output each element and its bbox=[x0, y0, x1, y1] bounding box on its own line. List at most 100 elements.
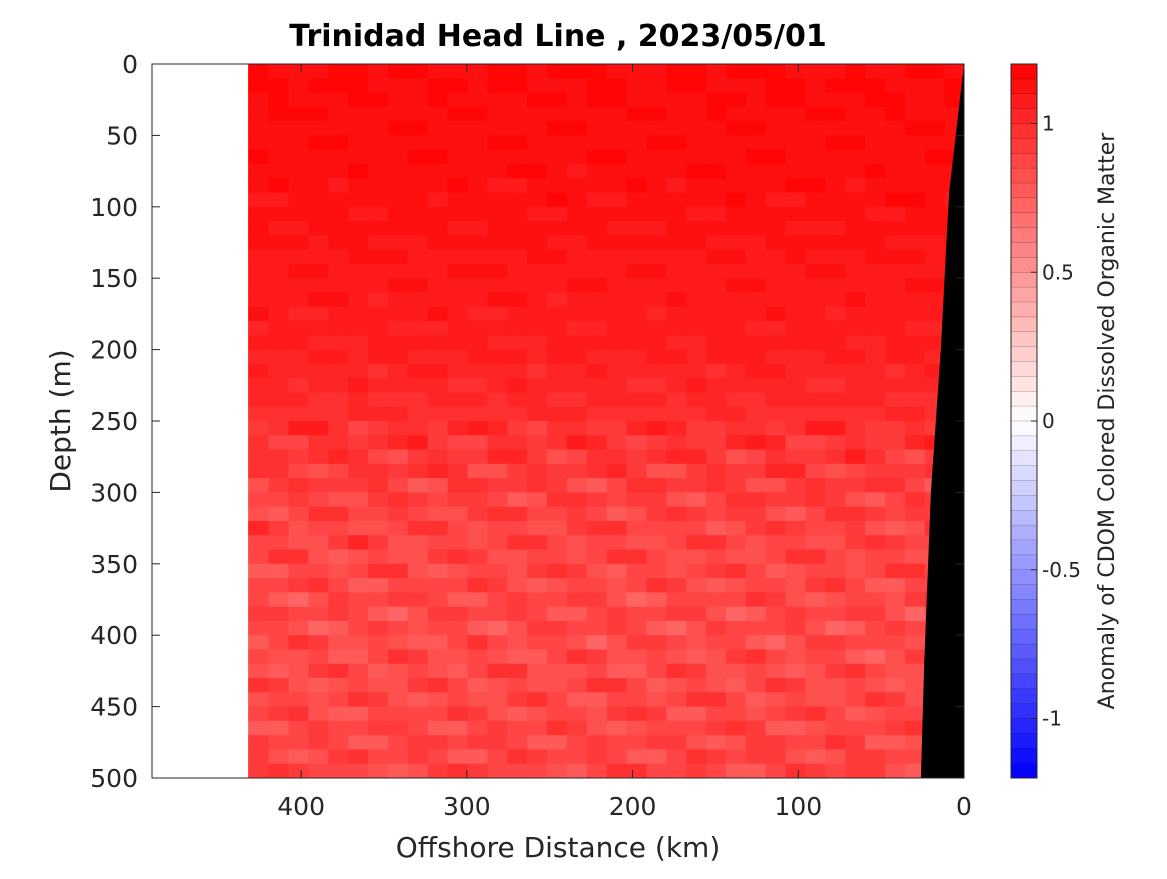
x-axis: 400 300 200 100 0 bbox=[277, 64, 972, 821]
field-cell bbox=[248, 249, 269, 265]
field-cell bbox=[904, 349, 925, 365]
field-cell bbox=[526, 592, 547, 608]
field-cell bbox=[765, 520, 786, 536]
field-cell bbox=[824, 478, 846, 493]
field-cell bbox=[824, 692, 846, 708]
field-cell bbox=[665, 363, 687, 379]
field-cell bbox=[546, 363, 567, 379]
field-cell bbox=[486, 492, 508, 508]
field-cell bbox=[407, 763, 428, 778]
field-cell bbox=[307, 221, 329, 236]
field-cell bbox=[248, 549, 269, 565]
field-cell bbox=[884, 549, 905, 565]
field-cell bbox=[645, 706, 667, 722]
field-cell bbox=[745, 535, 766, 551]
field-cell bbox=[248, 649, 269, 665]
field-cell bbox=[427, 620, 448, 636]
field-cell bbox=[606, 121, 627, 136]
field-cell bbox=[248, 192, 269, 208]
field-cell bbox=[685, 449, 707, 465]
field-cell bbox=[307, 78, 329, 94]
field-cell bbox=[586, 435, 607, 451]
field-cell bbox=[904, 692, 925, 708]
field-cell bbox=[625, 349, 647, 365]
field-cell bbox=[486, 435, 508, 451]
field-cell bbox=[307, 206, 329, 222]
field-cell bbox=[685, 635, 707, 651]
field-cell bbox=[606, 421, 627, 436]
colorbar-segment bbox=[1011, 525, 1037, 541]
field-cell bbox=[864, 749, 886, 765]
field-cell bbox=[625, 378, 647, 394]
field-cell bbox=[625, 578, 647, 593]
field-cell bbox=[248, 278, 269, 294]
field-cell bbox=[705, 163, 726, 179]
field-cell bbox=[407, 392, 428, 408]
field-cell bbox=[367, 121, 388, 136]
field-cell bbox=[307, 92, 329, 108]
field-cell bbox=[844, 363, 866, 379]
field-cell bbox=[606, 463, 627, 479]
field-cell bbox=[824, 121, 846, 136]
field-cell bbox=[526, 535, 547, 551]
field-cell bbox=[645, 349, 667, 365]
field-cell bbox=[486, 663, 508, 679]
field-cell bbox=[804, 64, 826, 79]
field-cell bbox=[606, 349, 627, 365]
field-cell bbox=[526, 678, 547, 693]
field-cell bbox=[685, 192, 707, 208]
field-cell bbox=[725, 492, 746, 508]
field-cell bbox=[586, 478, 607, 493]
field-cell bbox=[884, 378, 905, 394]
field-cell bbox=[745, 663, 766, 679]
field-cell bbox=[745, 635, 766, 651]
field-cell bbox=[606, 321, 627, 336]
field-cell bbox=[486, 64, 508, 79]
field-cell bbox=[645, 192, 667, 208]
field-cell bbox=[387, 249, 408, 265]
field-cell bbox=[884, 78, 905, 94]
field-cell bbox=[486, 149, 508, 165]
field-cell bbox=[745, 421, 766, 436]
field-cell bbox=[347, 149, 369, 165]
field-cell bbox=[804, 506, 826, 522]
field-cell bbox=[446, 349, 468, 365]
field-cell bbox=[367, 106, 388, 122]
field-cell bbox=[427, 435, 448, 451]
field-cell bbox=[347, 306, 369, 322]
field-cell bbox=[606, 720, 627, 736]
field-cell bbox=[327, 135, 349, 151]
field-cell bbox=[606, 378, 627, 394]
field-cell bbox=[546, 649, 567, 665]
field-cell bbox=[526, 278, 547, 294]
field-cell bbox=[725, 292, 746, 308]
field-cell bbox=[486, 206, 508, 222]
field-cell bbox=[546, 292, 567, 308]
field-cell bbox=[645, 378, 667, 394]
field-cell bbox=[248, 406, 269, 422]
field-cell bbox=[566, 321, 587, 336]
field-cell bbox=[268, 678, 289, 693]
field-cell bbox=[427, 506, 448, 522]
field-cell bbox=[248, 221, 269, 236]
field-cell bbox=[427, 163, 448, 179]
field-cell bbox=[268, 249, 289, 265]
field-cell bbox=[606, 363, 627, 379]
field-cell bbox=[367, 392, 388, 408]
field-cell bbox=[407, 106, 428, 122]
field-cell bbox=[884, 535, 905, 551]
field-cell bbox=[307, 349, 329, 365]
field-cell bbox=[725, 235, 746, 251]
field-cell bbox=[407, 492, 428, 508]
field-cell bbox=[844, 64, 866, 79]
field-cell bbox=[864, 78, 886, 94]
field-cell bbox=[407, 421, 428, 436]
field-cell bbox=[546, 549, 567, 565]
field-cell bbox=[327, 663, 349, 679]
field-cell bbox=[486, 392, 508, 408]
field-cell bbox=[586, 506, 607, 522]
field-cell bbox=[864, 763, 886, 778]
field-cell bbox=[287, 449, 309, 465]
field-cell bbox=[506, 735, 528, 751]
field-cell bbox=[268, 106, 289, 122]
